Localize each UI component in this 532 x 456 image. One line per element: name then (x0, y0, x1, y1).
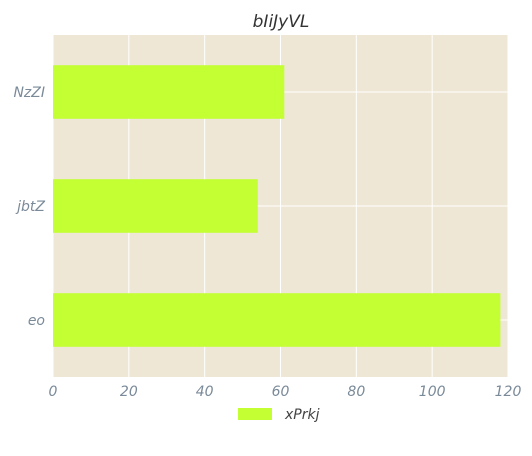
legend-label: xPrkj (284, 407, 320, 423)
x-tick-label: 100 (419, 384, 446, 400)
bar-jbtZ (53, 179, 258, 233)
chart-title: bIiJyVL (253, 12, 310, 32)
legend-swatch (238, 408, 272, 420)
x-axis-ticks: 0 20 40 60 80 100 120 (49, 384, 522, 400)
x-tick-label: 40 (196, 384, 214, 400)
y-tick-label: jbtZ (15, 199, 45, 215)
y-tick-label: NzZI (13, 85, 45, 101)
x-tick-label: 60 (272, 384, 290, 400)
bar-NzZI (53, 65, 285, 119)
x-tick-label: 0 (49, 384, 58, 400)
y-axis-ticks: NzZI jbtZ eo (13, 85, 45, 329)
x-tick-label: 80 (347, 384, 365, 400)
bar-eo (53, 293, 501, 347)
x-tick-label: 20 (120, 384, 138, 400)
y-tick-label: eo (28, 313, 45, 329)
bars (53, 65, 501, 347)
legend: xPrkj (238, 407, 320, 423)
x-tick-label: 120 (495, 384, 522, 400)
